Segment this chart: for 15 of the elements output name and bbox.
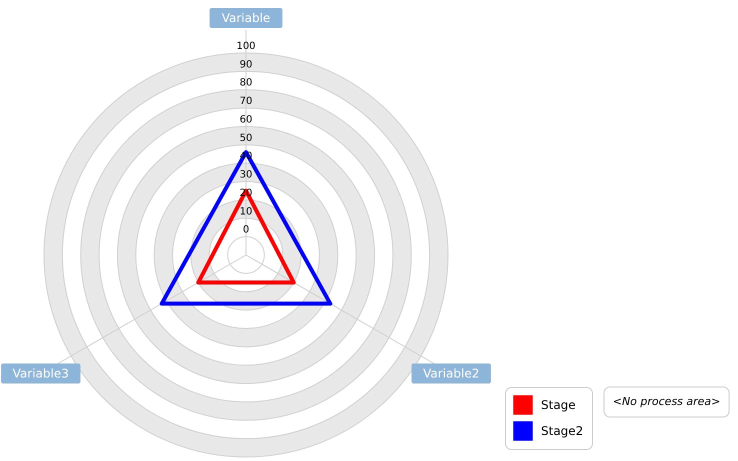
y-tick-label: 60 (240, 114, 252, 126)
y-tick-label: 0 (242, 224, 250, 236)
y-tick-label: 30 (240, 170, 252, 181)
spoke-label: Variable (222, 11, 270, 25)
y-tick-label: 70 (240, 96, 252, 108)
legend-label: Stage (541, 398, 576, 412)
spoke-label: Variable3 (12, 366, 69, 380)
spoke-label: Variable2 (423, 366, 480, 380)
legend-label: Stage2 (541, 424, 584, 438)
y-tick-label: 50 (240, 132, 252, 144)
text: <No process area> (612, 395, 720, 408)
y-tick-label: 90 (240, 59, 252, 70)
y-tick-label: 80 (240, 78, 252, 89)
y-tick-label: 10 (240, 206, 252, 218)
y-tick-label: 100 (236, 41, 256, 52)
